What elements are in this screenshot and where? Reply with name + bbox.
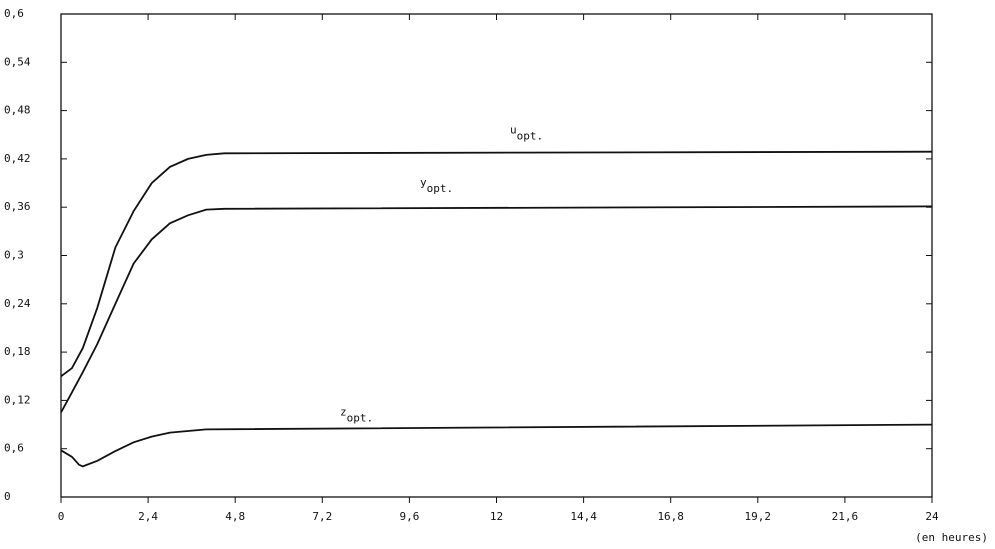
series-line	[60, 205, 933, 413]
series-name: u	[510, 124, 517, 137]
x-tick-label: 2,4	[138, 510, 158, 523]
y-tick-label: 0,36	[4, 200, 31, 213]
plot-frame	[60, 13, 933, 498]
series-name: y	[420, 176, 427, 189]
x-tick-label: 7,2	[312, 510, 332, 523]
x-tick-label: 4,8	[225, 510, 245, 523]
y-tick-label: 0,18	[4, 345, 31, 358]
series-subscript: opt.	[427, 182, 454, 195]
x-tick-label: 16,8	[657, 510, 684, 523]
y-tick-label: 0,24	[4, 297, 31, 310]
x-tick-label: 19,2	[745, 510, 772, 523]
x-tick-label: 24	[925, 510, 939, 523]
y-tick-label: 0,6	[4, 7, 24, 20]
y-tick-label: 0,12	[4, 393, 31, 406]
series-label: zopt.	[340, 405, 373, 424]
series-line	[60, 150, 933, 378]
x-tick-label: 21,6	[832, 510, 859, 523]
y-tick-label: 0,54	[4, 55, 31, 68]
series-line	[60, 423, 933, 468]
x-tick-label: 9,6	[399, 510, 419, 523]
x-tick-label: 12	[490, 510, 503, 523]
y-tick-label: 0,3	[4, 249, 24, 262]
x-tick-label: 14,4	[570, 510, 597, 523]
x-axis-label: (en heures)	[915, 531, 988, 544]
y-tick-label: 0,42	[4, 152, 31, 165]
series-subscript: opt.	[517, 130, 544, 143]
series-subscript: opt.	[347, 411, 374, 424]
series-label: yopt.	[420, 176, 453, 195]
y-tick-label: 0,6	[4, 442, 24, 455]
y-tick-label: 0,48	[4, 104, 31, 117]
y-tick-label: 0	[4, 490, 11, 503]
series-name: z	[340, 405, 347, 418]
x-tick-label: 0	[58, 510, 65, 523]
series-label: uopt.	[510, 124, 543, 143]
